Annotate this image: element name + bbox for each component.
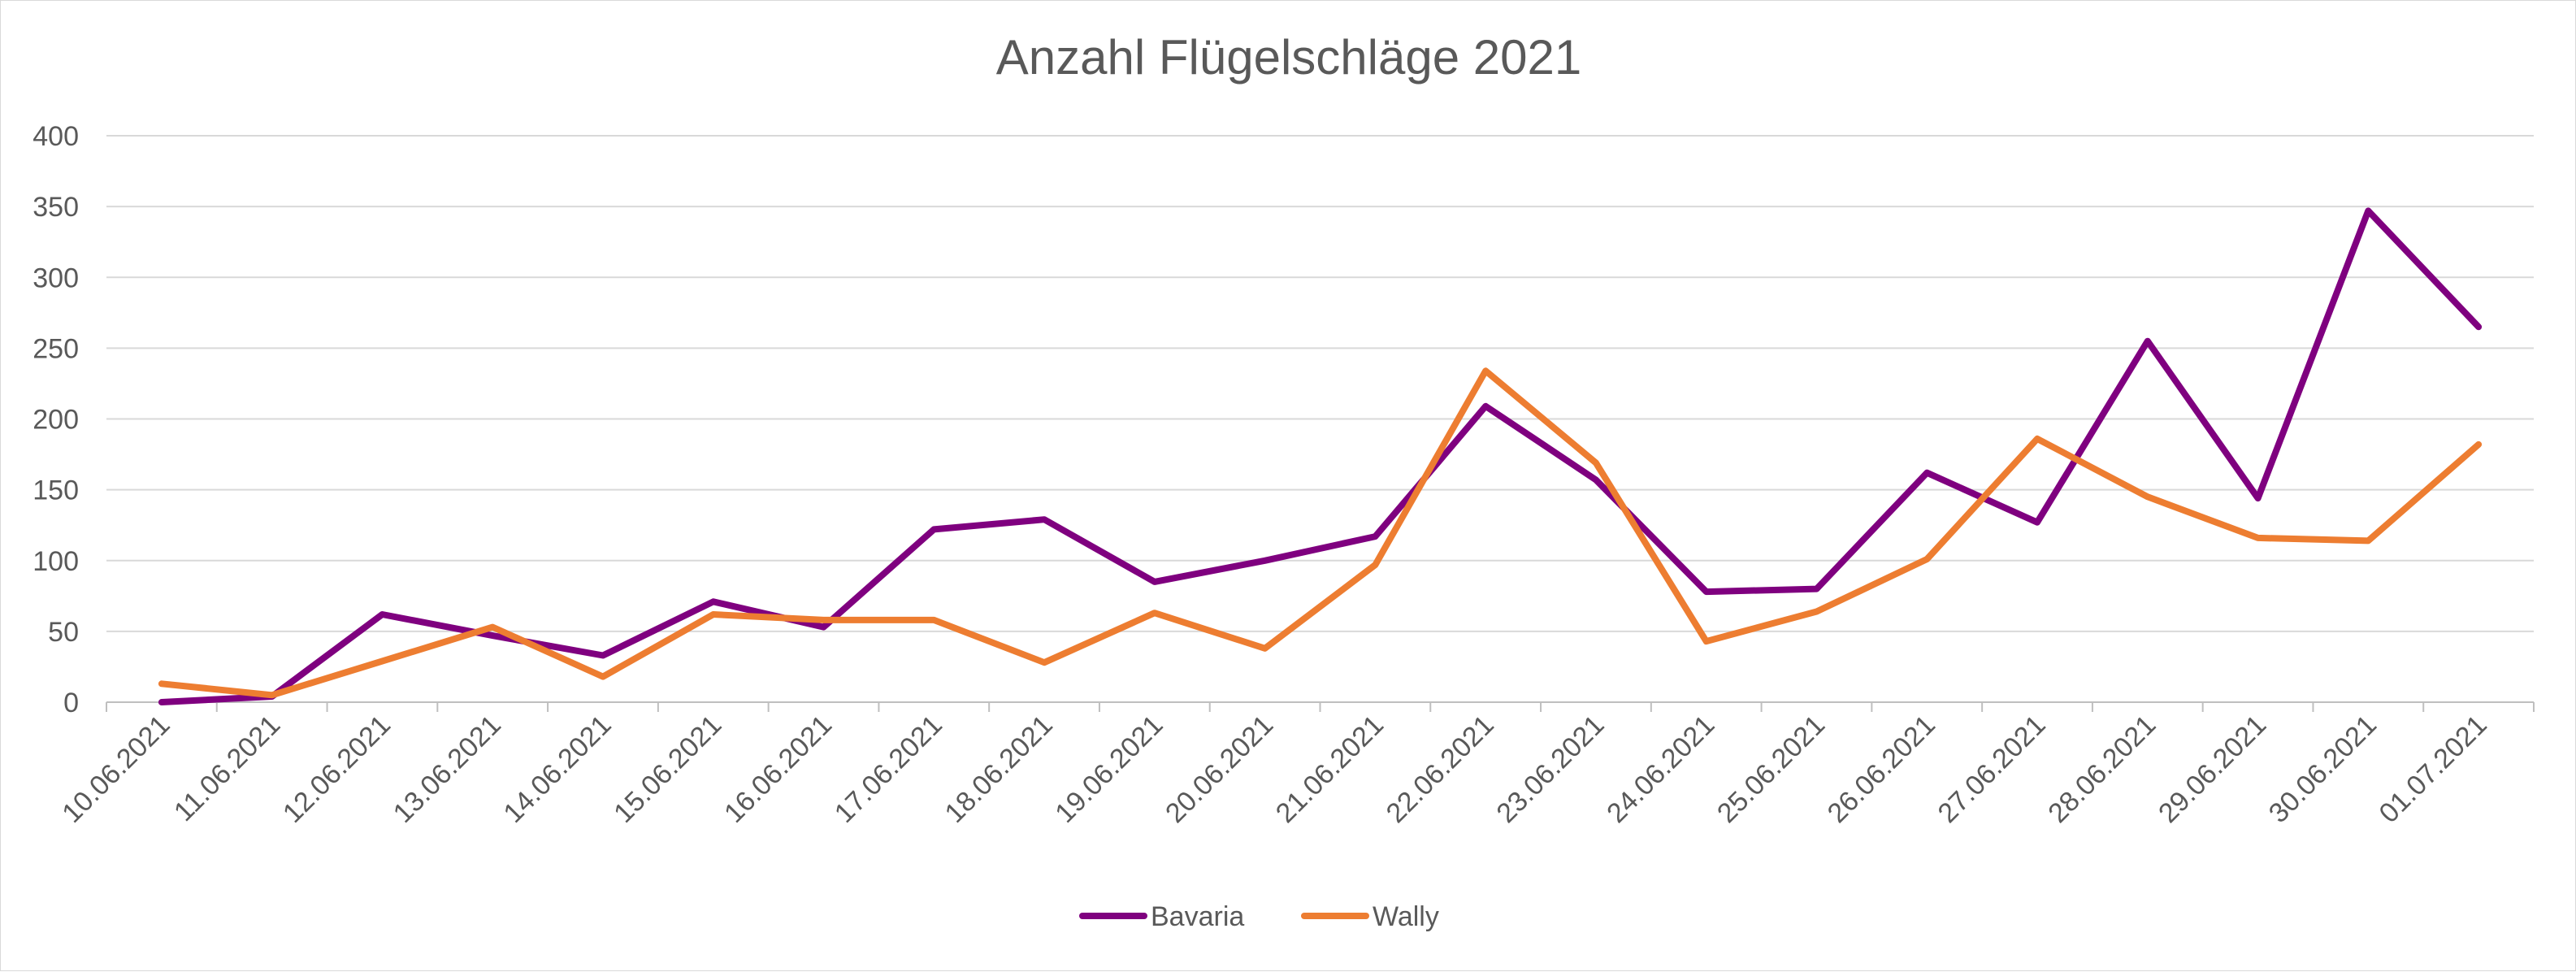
x-tick-label: 28.06.2021 xyxy=(2042,709,2162,829)
gridlines xyxy=(106,135,2534,703)
x-tick-label: 27.06.2021 xyxy=(1932,709,2051,829)
legend: Bavaria Wally xyxy=(1079,901,1439,932)
y-tick-label: 350 xyxy=(33,192,79,223)
x-tick-label: 29.06.2021 xyxy=(2153,709,2272,829)
x-tick-label: 01.07.2021 xyxy=(2374,709,2493,829)
x-tick-label: 11.06.2021 xyxy=(168,709,286,827)
x-tick-label: 16.06.2021 xyxy=(718,709,838,829)
x-tick-label: 23.06.2021 xyxy=(1490,709,1610,829)
x-tick-label: 15.06.2021 xyxy=(608,709,727,829)
y-tick-label: 50 xyxy=(48,617,79,648)
series-line-wally xyxy=(158,367,2483,699)
y-tick-label: 150 xyxy=(33,475,79,506)
x-tick-label: 22.06.2021 xyxy=(1381,709,1500,829)
x-tick-label: 19.06.2021 xyxy=(1049,709,1169,829)
y-tick-label: 250 xyxy=(33,333,79,364)
x-tick-label: 18.06.2021 xyxy=(939,709,1059,829)
y-tick-label: 0 xyxy=(63,688,79,718)
x-tick-label: 12.06.2021 xyxy=(277,709,397,829)
y-axis: 0 50 100 150 200 250 300 350 400 xyxy=(33,121,79,718)
x-tick-label: 13.06.2021 xyxy=(388,709,507,829)
y-tick-label: 100 xyxy=(33,546,79,577)
y-tick-label: 200 xyxy=(33,405,79,436)
x-tick-label: 24.06.2021 xyxy=(1601,709,1720,829)
y-tick-label: 300 xyxy=(33,263,79,293)
y-tick-label: 400 xyxy=(33,121,79,152)
legend-label-wally: Wally xyxy=(1373,901,1439,932)
x-tick-label: 25.06.2021 xyxy=(1711,709,1831,829)
x-tick-label: 30.06.2021 xyxy=(2263,709,2383,829)
x-tick-label: 21.06.2021 xyxy=(1270,709,1390,829)
series-lines xyxy=(158,207,2483,705)
x-axis: 10.06.202111.06.202112.06.202113.06.2021… xyxy=(56,702,2535,829)
x-tick-label: 20.06.2021 xyxy=(1160,709,1279,829)
chart-title: Anzahl Flügelschläge 2021 xyxy=(996,30,1582,85)
x-tick-label: 26.06.2021 xyxy=(1822,709,1941,829)
x-tick-label: 14.06.2021 xyxy=(497,709,617,829)
series-line-bavaria xyxy=(158,207,2483,705)
x-tick-label: 17.06.2021 xyxy=(829,709,948,829)
legend-label-bavaria: Bavaria xyxy=(1151,901,1244,932)
x-tick-label: 10.06.2021 xyxy=(56,709,176,829)
